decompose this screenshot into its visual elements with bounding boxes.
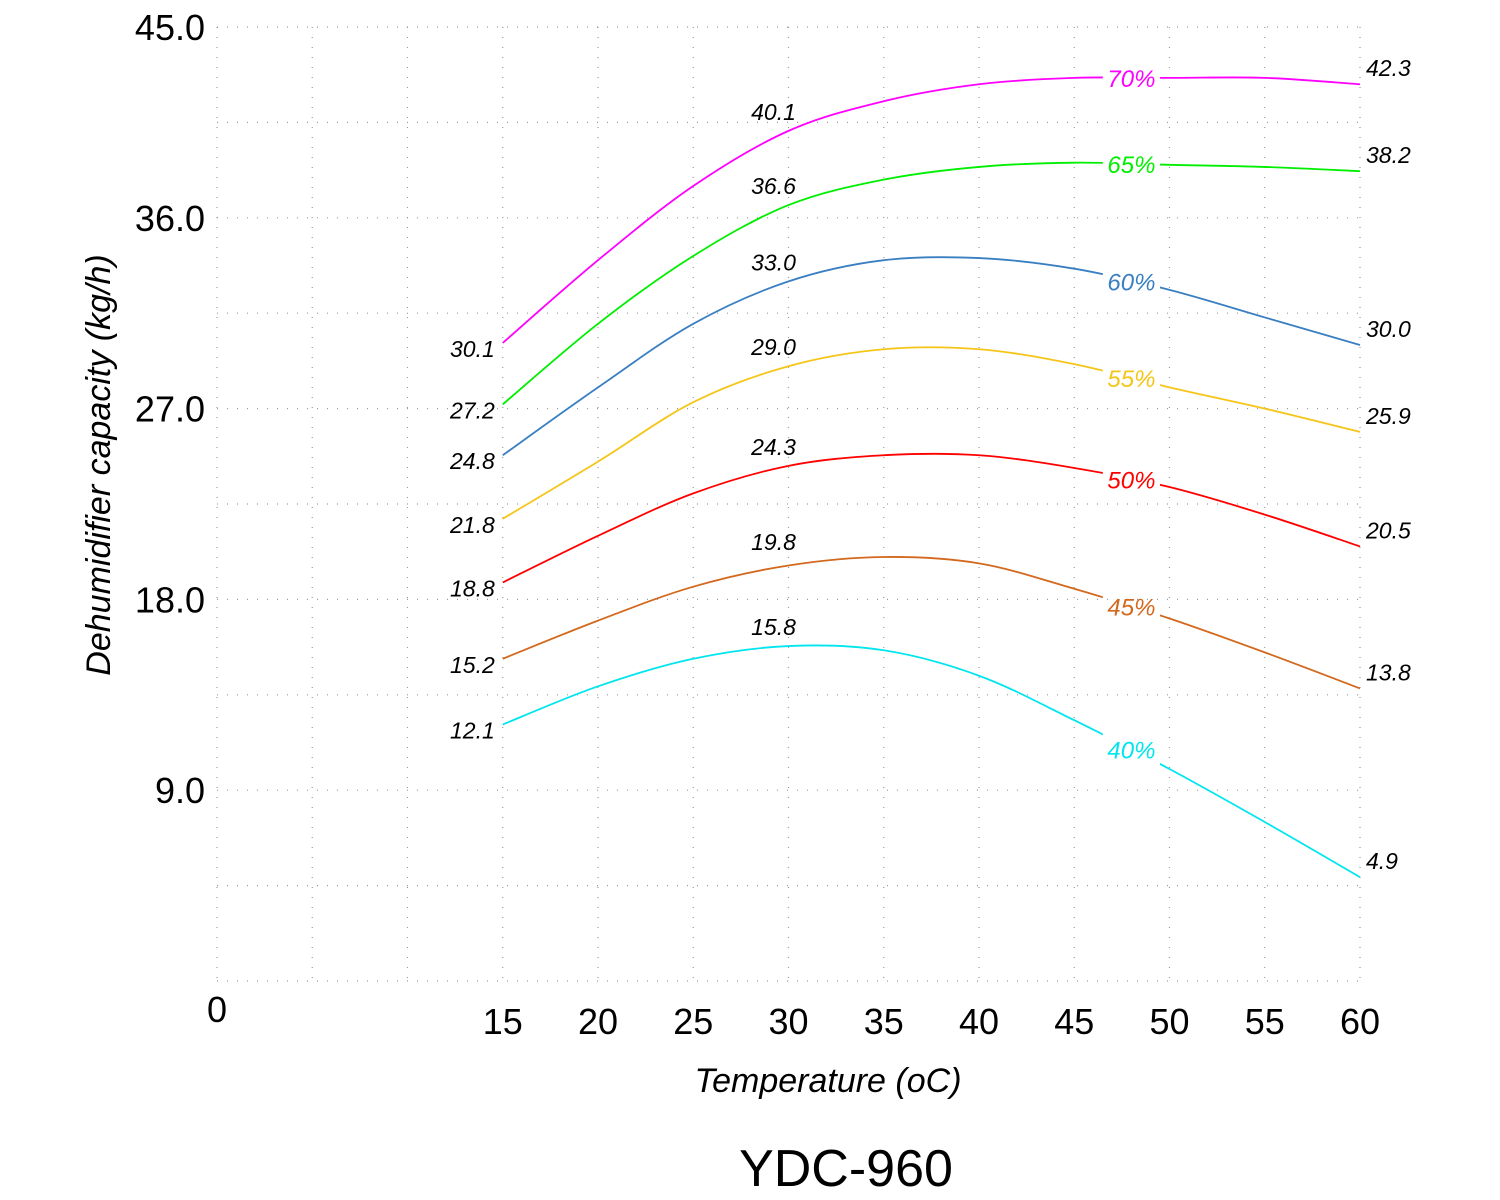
- value-label-60-30: 33.0: [751, 249, 796, 275]
- value-label-65-30: 36.6: [751, 173, 796, 199]
- grid: [216, 26, 1361, 982]
- value-label-55-60: 25.9: [1365, 403, 1411, 429]
- x-tick-label: 30: [768, 1001, 808, 1042]
- value-label-55-30: 29.0: [750, 334, 796, 360]
- value-label-60-15: 24.8: [449, 448, 495, 474]
- value-label-55-15: 21.8: [449, 512, 495, 538]
- value-label-70-30: 40.1: [751, 99, 796, 125]
- y-tick-label: 45.0: [135, 7, 205, 48]
- value-label-45-15: 15.2: [450, 652, 495, 678]
- y-axis-ticks: 9.0 18.0 27.0 36.0 45.0: [135, 7, 205, 811]
- value-labels-layer: 70% 30.1 40.1 42.3 65% 27.2 36.6 38.2 60% 24.8 33.…: [449, 55, 1411, 874]
- x-tick-label: 55: [1245, 1001, 1285, 1042]
- x-tick-label: 60: [1340, 1001, 1380, 1042]
- curves-layer: [502, 76, 1361, 878]
- curve-rh-40: [502, 644, 1361, 878]
- value-label-65-60: 38.2: [1366, 142, 1411, 168]
- value-label-45-30: 19.8: [751, 529, 796, 555]
- series-label-45: 45%: [1107, 595, 1155, 622]
- curve-rh-55: [502, 346, 1361, 520]
- curve-rh-65: [502, 161, 1361, 406]
- y-tick-label: 36.0: [135, 198, 205, 239]
- series-label-65: 65%: [1107, 152, 1155, 179]
- series-label-55: 55%: [1107, 366, 1155, 393]
- value-label-65-15: 27.2: [449, 397, 495, 423]
- value-label-60-60: 30.0: [1366, 316, 1411, 342]
- x-tick-label: 40: [959, 1001, 999, 1042]
- value-label-45-60: 13.8: [1366, 659, 1411, 685]
- curve-rh-70: [502, 76, 1361, 344]
- y-tick-label: 27.0: [135, 389, 205, 430]
- value-label-70-60: 42.3: [1366, 55, 1411, 81]
- value-label-50-15: 18.8: [450, 575, 495, 601]
- x-tick-label: 50: [1149, 1001, 1189, 1042]
- value-label-50-30: 24.3: [750, 434, 796, 460]
- curve-rh-45: [502, 556, 1361, 690]
- curve-rh-50: [502, 452, 1361, 584]
- x-tick-label: 15: [483, 1001, 523, 1042]
- series-label-40: 40%: [1107, 737, 1155, 764]
- y-axis-title: Dehumidifier capacity (kg/h): [80, 254, 118, 675]
- x-tick-label: 25: [673, 1001, 713, 1042]
- value-label-40-60: 4.9: [1366, 848, 1398, 874]
- series-label-70: 70%: [1107, 66, 1155, 93]
- value-label-50-60: 20.5: [1365, 517, 1411, 543]
- y-tick-label: 9.0: [155, 770, 205, 811]
- x-tick-label: 20: [578, 1001, 618, 1042]
- value-label-40-30: 15.8: [751, 614, 796, 640]
- series-label-60: 60%: [1107, 269, 1155, 296]
- y-tick-label: 18.0: [135, 579, 205, 620]
- chart-title: YDC-960: [739, 1140, 953, 1198]
- value-label-40-15: 12.1: [450, 717, 495, 743]
- x-axis-title: Temperature (oC): [694, 1062, 961, 1100]
- origin-label: 0: [207, 989, 227, 1030]
- x-tick-label: 35: [864, 1001, 904, 1042]
- curve-rh-60: [502, 256, 1361, 456]
- value-label-70-15: 30.1: [450, 336, 495, 362]
- series-label-50: 50%: [1107, 467, 1155, 494]
- x-axis-ticks: 15 20 25 30 35 40 45 50 55 60: [483, 1001, 1380, 1042]
- x-tick-label: 45: [1054, 1001, 1094, 1042]
